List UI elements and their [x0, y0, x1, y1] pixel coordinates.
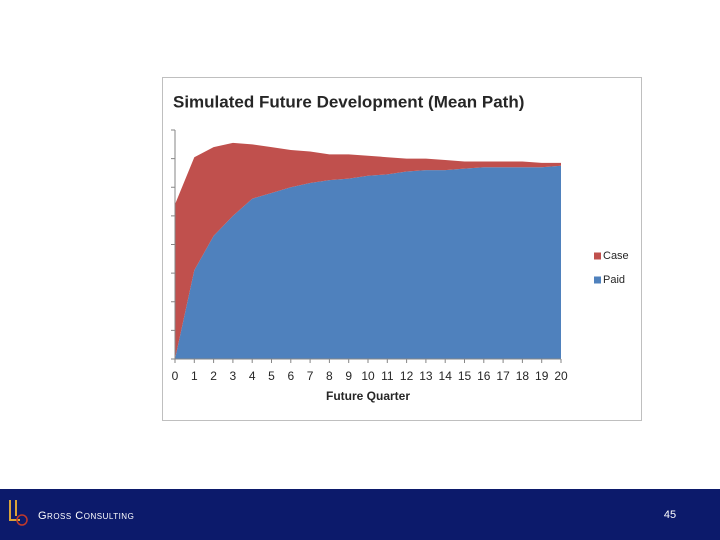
x-tick-label: 16: [477, 369, 491, 383]
area: [175, 142, 561, 359]
company-name: Gross Consulting: [38, 510, 134, 522]
x-tick-label: 3: [230, 369, 237, 383]
legend-swatch: [594, 276, 601, 284]
area: [175, 165, 561, 359]
x-tick-label: 0: [172, 369, 179, 383]
x-tick-label: 1: [191, 369, 198, 383]
chart-title: Simulated Future Development (Mean Path): [173, 92, 524, 111]
x-tick-label: 13: [419, 369, 433, 383]
x-tick-label: 2: [210, 369, 217, 383]
x-tick-label: 11: [381, 369, 394, 383]
x-tick-label: 19: [535, 369, 549, 383]
x-tick-label: 15: [458, 369, 472, 383]
legend-label: Case: [603, 250, 629, 262]
x-tick-label: 17: [496, 369, 510, 383]
x-tick-label: 10: [361, 369, 375, 383]
x-tick-label: 18: [516, 369, 530, 383]
x-tick-label: 5: [268, 369, 275, 383]
x-tick-label: 4: [249, 369, 256, 383]
x-tick-label: 20: [554, 369, 568, 383]
x-tick-label: 8: [326, 369, 333, 383]
legend-swatch: [594, 252, 601, 260]
x-tick-label: 12: [400, 369, 414, 383]
x-tick-label: 6: [287, 369, 294, 383]
x-tick-label: 14: [439, 369, 453, 383]
legend-label: Paid: [603, 274, 625, 286]
x-tick-label: 7: [307, 369, 314, 383]
footer-band: [0, 489, 720, 540]
x-axis-label: Future Quarter: [326, 389, 410, 403]
logo: [9, 500, 28, 526]
x-tick-label: 9: [345, 369, 352, 383]
page-number: 45: [664, 509, 676, 521]
